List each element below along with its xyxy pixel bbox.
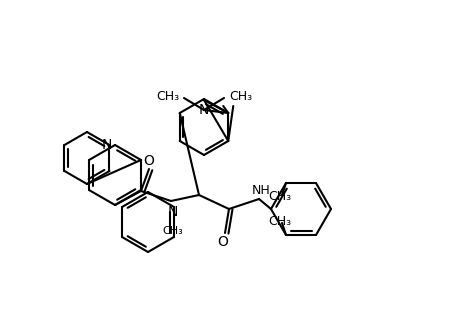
Text: CH₃: CH₃ bbox=[229, 90, 252, 102]
Text: O: O bbox=[218, 235, 229, 249]
Text: N: N bbox=[168, 205, 178, 219]
Text: O: O bbox=[143, 154, 154, 168]
Text: CH₃: CH₃ bbox=[268, 190, 292, 202]
Text: N: N bbox=[199, 103, 209, 117]
Text: N: N bbox=[102, 138, 112, 152]
Text: NH: NH bbox=[251, 184, 270, 197]
Text: CH₃: CH₃ bbox=[268, 215, 292, 229]
Text: |: | bbox=[171, 218, 175, 228]
Text: CH₃: CH₃ bbox=[156, 90, 179, 102]
Text: CH₃: CH₃ bbox=[163, 226, 183, 236]
